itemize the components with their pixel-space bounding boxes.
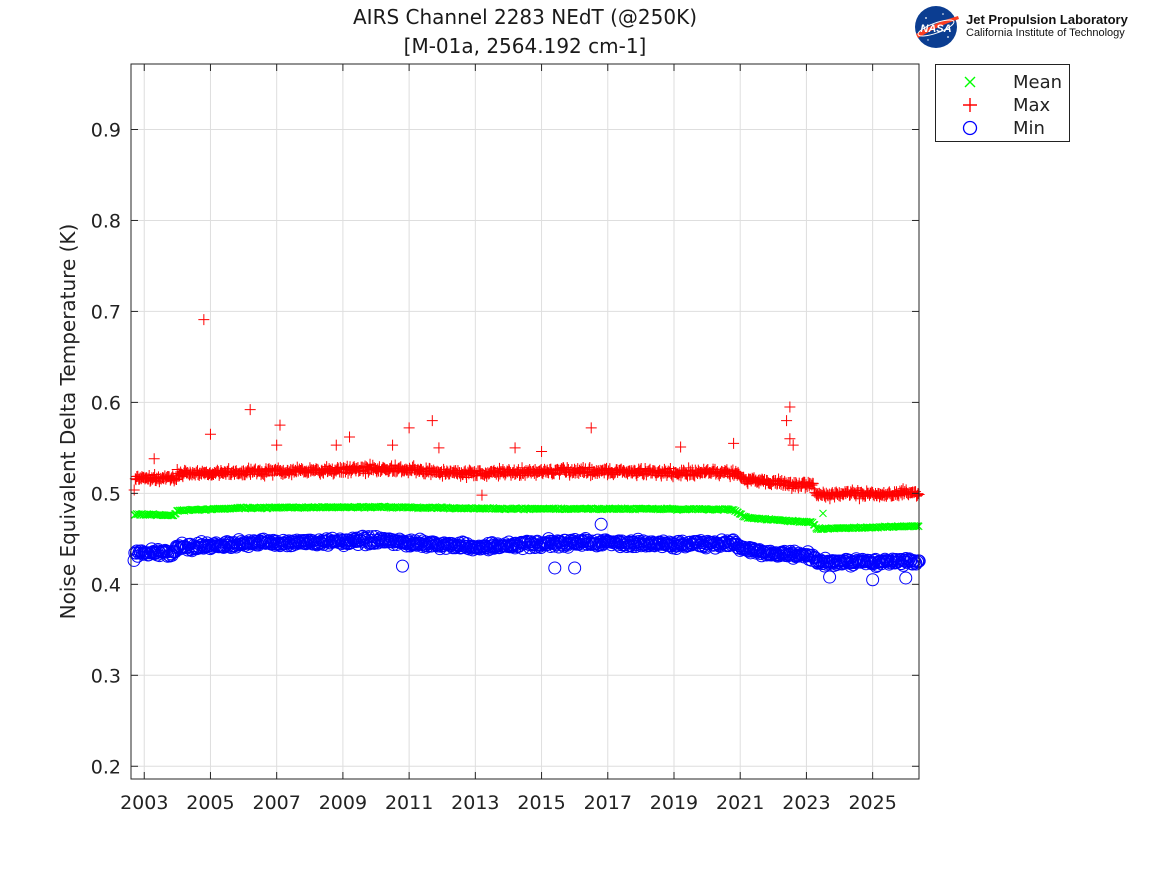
x-tick-label: 2023 bbox=[782, 792, 830, 814]
outlier-max bbox=[403, 422, 415, 434]
outlier-max bbox=[244, 404, 256, 416]
plot-points bbox=[127, 314, 926, 587]
point-mean bbox=[481, 505, 490, 513]
outlier-max bbox=[781, 415, 793, 427]
legend-label-max: Max bbox=[1013, 95, 1051, 116]
outlier-min bbox=[568, 561, 582, 575]
circle-icon bbox=[962, 120, 978, 136]
point-min bbox=[487, 541, 501, 555]
outlier-max bbox=[728, 437, 740, 449]
point-max bbox=[407, 461, 419, 473]
chart-title: AIRS Channel 2283 NEdT (@250K) [M-01a, 2… bbox=[131, 3, 919, 61]
chart-title-line1: AIRS Channel 2283 NEdT (@250K) bbox=[352, 5, 697, 29]
point-mean bbox=[507, 505, 516, 513]
outlier-min bbox=[899, 571, 913, 585]
x-tick-label: 2005 bbox=[186, 792, 234, 814]
point-min bbox=[144, 546, 158, 560]
outlier-max bbox=[787, 439, 799, 451]
legend-item-min: Min bbox=[936, 117, 1071, 140]
point-max bbox=[591, 468, 603, 480]
outlier-max bbox=[675, 441, 687, 453]
x-icon bbox=[964, 76, 976, 88]
point-mean bbox=[845, 524, 853, 533]
y-axis-label: Noise Equivalent Delta Temperature (K) bbox=[56, 224, 80, 620]
outlier-min bbox=[866, 573, 880, 587]
outlier-mean bbox=[819, 509, 827, 518]
legend-label-mean: Mean bbox=[1013, 72, 1063, 93]
point-max bbox=[820, 487, 832, 499]
outlier-max bbox=[387, 439, 399, 451]
chart-title-line2: [M-01a, 2564.192 cm-1] bbox=[403, 34, 647, 58]
point-min bbox=[911, 555, 925, 569]
outlier-max bbox=[198, 314, 210, 326]
outlier-max bbox=[330, 439, 342, 451]
outlier-max bbox=[344, 431, 356, 443]
x-tick-label: 2011 bbox=[385, 792, 433, 814]
point-min bbox=[127, 553, 141, 567]
jpl-logo: NASA Jet Propulsion Laboratory Californi… bbox=[912, 4, 1162, 50]
axis-ticks: 2003 2005 2007 2009 2011 2013 2015 2017 2019 2021… bbox=[91, 64, 919, 814]
point-min bbox=[909, 557, 923, 571]
outlier-max bbox=[509, 442, 521, 454]
x-tick-label: 2013 bbox=[451, 792, 499, 814]
jpl-subtitle: California Institute of Technology bbox=[966, 27, 1125, 39]
outlier-min bbox=[594, 517, 608, 531]
plot-frame bbox=[130, 63, 920, 780]
outlier-max bbox=[784, 401, 796, 413]
y-tick-label: 0.9 bbox=[91, 119, 121, 141]
point-min bbox=[886, 552, 900, 566]
point-min bbox=[785, 546, 799, 560]
outlier-max bbox=[585, 422, 597, 434]
x-tick-label: 2021 bbox=[716, 792, 764, 814]
point-max bbox=[167, 472, 179, 484]
point-min bbox=[683, 535, 697, 549]
x-tick-label: 2019 bbox=[650, 792, 698, 814]
point-max bbox=[396, 466, 408, 478]
point-max bbox=[642, 466, 654, 478]
outlier-max bbox=[476, 489, 488, 501]
point-mean bbox=[792, 517, 801, 526]
x-tick-label: 2003 bbox=[120, 792, 168, 814]
outlier-max bbox=[204, 428, 216, 440]
point-min bbox=[883, 556, 897, 570]
outlier-max bbox=[426, 415, 438, 427]
nasa-meatball-icon: NASA bbox=[915, 6, 959, 48]
y-tick-label: 0.4 bbox=[91, 574, 121, 596]
legend-item-max: Max bbox=[936, 94, 1071, 117]
outlier-max bbox=[274, 419, 286, 431]
outlier-max bbox=[433, 442, 445, 454]
outlier-max bbox=[148, 453, 160, 465]
jpl-name: Jet Propulsion Laboratory bbox=[966, 12, 1128, 27]
y-tick-label: 0.7 bbox=[91, 301, 121, 323]
x-tick-label: 2025 bbox=[848, 792, 896, 814]
outlier-min bbox=[548, 561, 562, 575]
plus-icon bbox=[963, 98, 977, 112]
y-tick-label: 0.8 bbox=[91, 210, 121, 232]
point-max bbox=[911, 489, 923, 501]
outlier-max bbox=[784, 433, 796, 445]
y-tick-label: 0.5 bbox=[91, 483, 121, 505]
legend-label-min: Min bbox=[1013, 118, 1045, 139]
point-max bbox=[911, 490, 923, 502]
x-tick-label: 2009 bbox=[319, 792, 367, 814]
point-min bbox=[708, 535, 722, 549]
x-tick-label: 2017 bbox=[584, 792, 632, 814]
outlier-max bbox=[271, 439, 283, 451]
legend-item-mean: Mean bbox=[936, 71, 1071, 94]
y-tick-label: 0.3 bbox=[91, 665, 121, 687]
legend: Mean Max Min bbox=[935, 64, 1070, 142]
outlier-min bbox=[823, 570, 837, 584]
nasa-logo-text: NASA bbox=[920, 23, 951, 35]
outlier-max bbox=[536, 446, 548, 458]
point-max bbox=[807, 478, 819, 490]
y-tick-label: 0.6 bbox=[91, 392, 121, 414]
x-tick-label: 2007 bbox=[253, 792, 301, 814]
point-mean bbox=[688, 505, 696, 514]
point-mean bbox=[613, 505, 621, 514]
y-tick-label: 0.2 bbox=[91, 756, 121, 778]
outlier-min bbox=[395, 559, 409, 573]
grid bbox=[131, 64, 919, 779]
x-tick-label: 2015 bbox=[517, 792, 565, 814]
